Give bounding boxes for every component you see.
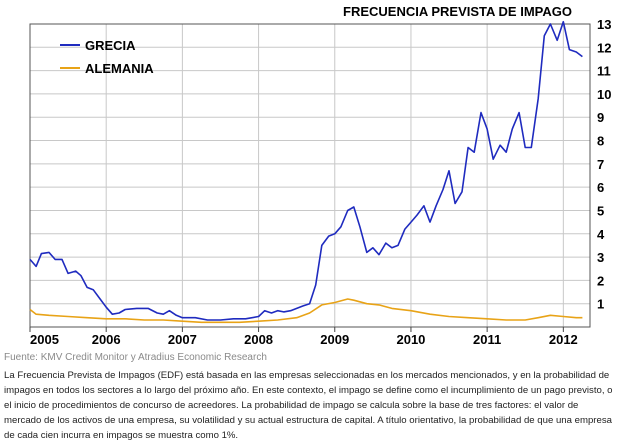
x-tick-label: 2007 [168, 332, 197, 347]
y-tick-label: 6 [597, 180, 604, 195]
plot-area [29, 23, 591, 328]
y-tick-label: 4 [597, 227, 605, 242]
legend-label-alemania: ALEMANIA [85, 61, 154, 76]
x-tick-label: 2008 [244, 332, 273, 347]
source-note: Fuente: KMV Credit Monitor y Atradius Ec… [4, 352, 267, 363]
y-tick-label: 9 [597, 110, 604, 125]
x-tick-label: 2011 [473, 332, 501, 347]
legend: GRECIA ALEMANIA [60, 38, 154, 76]
y-tick-label: 10 [597, 87, 611, 102]
description-text: La Frecuencia Prevista de Impagos (EDF) … [4, 370, 613, 441]
y-tick-label: 3 [597, 250, 604, 265]
y-tick-label: 12 [597, 40, 611, 55]
x-tick-label: 2005 [30, 332, 59, 347]
y-tick-label: 11 [597, 64, 611, 79]
chart: FRECUENCIA PREVISTA DE IMPAGO 1234567891… [29, 4, 611, 347]
series-lines [29, 20, 583, 324]
y-tick-label: 7 [597, 157, 604, 172]
y-tick-label: 5 [597, 203, 604, 218]
legend-label-grecia: GRECIA [85, 38, 136, 53]
series-line-grecia [29, 20, 583, 321]
x-axis: 2005 2006 2007 2008 2009 2010 2011 2012 [29, 327, 578, 347]
x-tick-label: 2009 [320, 332, 349, 347]
y-tick-label: 2 [597, 273, 604, 288]
x-tick-label: 2010 [396, 332, 425, 347]
x-tick-label: 2006 [92, 332, 121, 347]
y-tick-label: 13 [597, 17, 611, 32]
series-line-alemania [29, 298, 583, 324]
x-tick-label: 2012 [549, 332, 578, 347]
y-tick-label: 8 [597, 134, 604, 149]
y-tick-label: 1 [597, 297, 604, 312]
chart-title: FRECUENCIA PREVISTA DE IMPAGO [343, 4, 572, 19]
